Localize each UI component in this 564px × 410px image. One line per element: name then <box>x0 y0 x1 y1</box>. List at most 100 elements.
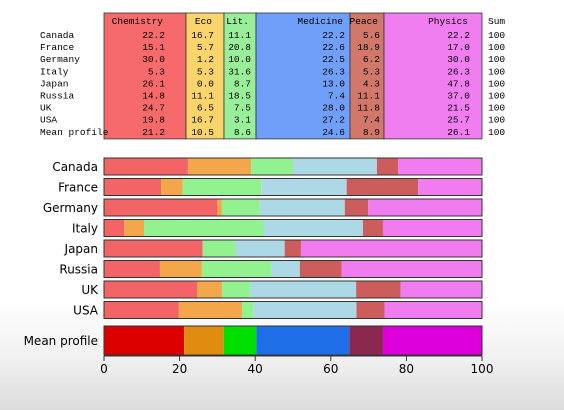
table-cell: 47.8 <box>447 78 470 89</box>
bar-label: Canada <box>52 160 98 174</box>
bar-segment-physics <box>384 301 482 319</box>
table-cell-sum: 100 <box>488 30 505 41</box>
table-cell: 24.7 <box>142 103 165 114</box>
bar-segment-peace <box>376 158 399 175</box>
table-cell: 6.2 <box>363 54 380 65</box>
bar-segment-lit <box>182 178 262 196</box>
x-tick-label: 80 <box>399 362 414 376</box>
bar-outline <box>103 239 483 258</box>
x-tick-label: 40 <box>248 362 263 376</box>
table-cell: 11.8 <box>357 103 380 114</box>
bar-segment-eco <box>197 281 222 298</box>
table-cell: 26.3 <box>447 66 470 77</box>
table-cell: 22.6 <box>322 42 345 53</box>
table-cell: 3.1 <box>234 115 251 126</box>
bar-segment-eco <box>184 326 224 355</box>
bar-segment-lit <box>202 240 236 257</box>
bar-segment-lit <box>221 199 260 216</box>
table-cell: 22.2 <box>322 30 345 41</box>
table-cell: 5.3 <box>363 66 380 77</box>
column-band-peace <box>349 12 385 140</box>
bar-segment-peace <box>356 301 385 319</box>
column-header-lit: Lit. <box>226 16 249 27</box>
table-cell: 22.2 <box>142 30 165 41</box>
bar-segment-chemistry <box>104 178 162 196</box>
table-cell: 7.4 <box>363 115 380 126</box>
table-cell: 11.1 <box>357 91 380 102</box>
table-cell: 17.0 <box>447 42 470 53</box>
table-cell-sum: 100 <box>488 78 505 89</box>
column-header-physics: Physics <box>428 16 468 27</box>
table-cell: 21.2 <box>142 127 165 138</box>
bar-segment-physics <box>382 219 483 237</box>
table-cell: 21.5 <box>447 103 470 114</box>
table-cell: 8.7 <box>234 78 251 89</box>
column-header-sum: Sum <box>488 16 505 27</box>
bar-segment-physics <box>300 240 482 257</box>
table-cell: 7.5 <box>234 103 251 114</box>
table-row-label: UK <box>40 103 52 114</box>
table-cell-sum: 100 <box>488 54 505 65</box>
x-tick-label: 100 <box>471 362 494 376</box>
bar-segment-medicine <box>256 326 350 355</box>
table-cell: 15.1 <box>142 42 165 53</box>
table-cell: 16.7 <box>191 115 214 126</box>
bar-segment-eco <box>159 260 202 278</box>
bar-outline <box>103 260 483 278</box>
table-cell: 27.2 <box>322 115 345 126</box>
table-cell-sum: 100 <box>488 115 505 126</box>
bar-segment-physics <box>368 199 482 216</box>
bar-segment-eco <box>124 219 145 237</box>
table-cell: 0.0 <box>197 78 214 89</box>
column-header-peace: Peace <box>349 16 378 27</box>
stacked-bar-panel: Canada France Germany Italy Japan Russia UK USA… <box>24 157 483 356</box>
bar-segment-peace <box>299 260 342 278</box>
bar-label: France <box>58 181 98 195</box>
bar-segment-medicine <box>250 281 357 298</box>
bar-segment-peace <box>362 219 383 237</box>
column-header-medicine: Medicine <box>297 16 343 27</box>
bar-segment-lit <box>223 326 257 355</box>
table-cell: 4.3 <box>363 78 380 89</box>
table-cell: 30.0 <box>447 54 470 65</box>
table-cell: 26.1 <box>447 127 470 138</box>
table-cell: 8.6 <box>234 127 251 138</box>
table-cell-sum: 100 <box>488 127 505 138</box>
bar-segment-lit <box>241 301 254 319</box>
bar-segment-peace <box>344 199 369 216</box>
table-cell: 11.1 <box>191 91 214 102</box>
table-cell: 22.2 <box>447 30 470 41</box>
bar-label: Germany <box>43 201 98 215</box>
table-cell: 25.7 <box>447 115 470 126</box>
bar-segment-lit <box>144 219 264 237</box>
table-cell: 5.7 <box>197 42 214 53</box>
table-cell: 26.1 <box>142 78 165 89</box>
table-row-label: Italy <box>40 66 69 77</box>
table-cell: 30.0 <box>142 54 165 65</box>
bar-segment-medicine <box>261 178 347 196</box>
bar-segment-physics <box>398 158 482 175</box>
table-cell: 22.5 <box>322 54 345 65</box>
table-cell: 5.6 <box>363 30 380 41</box>
table-cell: 18.9 <box>357 42 380 53</box>
bar-segment-chemistry <box>104 240 203 257</box>
table-cell: 7.4 <box>328 91 345 102</box>
table-cell: 28.0 <box>322 103 345 114</box>
table-cell: 19.8 <box>142 115 165 126</box>
bar-outline <box>103 280 483 299</box>
table-cell: 18.5 <box>228 91 251 102</box>
bar-segment-physics <box>341 260 482 278</box>
data-table: Canada 22.2 16.7 11.1 22.2 5.6 22.2 100 France 15… <box>40 30 505 138</box>
x-axis: 0 20 40 60 80 100 <box>100 355 494 376</box>
bar-segment-eco <box>178 301 242 319</box>
bar-segment-medicine <box>263 219 363 237</box>
bar-segment-chemistry <box>104 260 160 278</box>
bar-label: Russia <box>59 263 98 277</box>
table-cell-sum: 100 <box>488 91 505 102</box>
column-band-eco <box>185 12 225 140</box>
table-cell: 13.0 <box>322 78 345 89</box>
bar-segment-lit <box>221 281 251 298</box>
table-cell: 14.8 <box>142 91 165 102</box>
table-row-label: Germany <box>40 54 80 65</box>
bar-outline <box>103 325 483 356</box>
